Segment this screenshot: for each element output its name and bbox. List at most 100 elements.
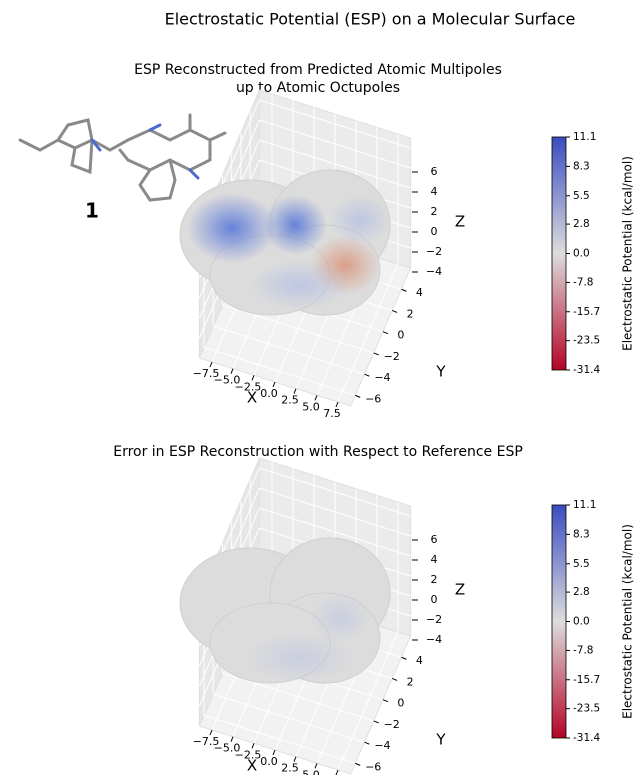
x-tick-label: 5.0 <box>302 768 320 775</box>
x-tick-mark <box>251 743 255 749</box>
y-tick-label: −2 <box>384 718 400 731</box>
x-tick-mark <box>209 361 213 368</box>
z-tick-label: 6 <box>431 165 438 178</box>
surface-shading <box>187 193 277 263</box>
x-tick-label: 0.0 <box>260 755 278 768</box>
y-tick-label: 2 <box>407 307 414 320</box>
x-tick-label: 5.0 <box>302 400 320 413</box>
z-axis-label: Z <box>455 581 465 599</box>
x-tick-label: −5.0 <box>214 742 241 755</box>
z-tick-label: 0 <box>431 225 438 238</box>
surface-shading <box>263 195 327 255</box>
y-tick-mark <box>382 699 389 703</box>
x-grid-line <box>337 134 399 403</box>
colorbar-tick-label: -7.8 <box>573 644 594 656</box>
z-tick-label: −2 <box>426 613 442 626</box>
x-tick-mark <box>251 375 255 381</box>
y-tick-mark <box>364 373 370 377</box>
y-tick-mark <box>401 656 407 660</box>
colorbar-tick-label: -7.8 <box>573 276 594 288</box>
x-tick-label: 0.0 <box>260 387 278 400</box>
colorbar-label: Electrostatic Potential (kcal/mol) <box>621 524 635 719</box>
panel-title: Error in ESP Reconstruction with Respect… <box>113 444 523 460</box>
colorbar-tick-label: 11.1 <box>573 499 596 511</box>
x-tick-label: −2.5 <box>235 380 262 393</box>
colorbar-tick-label: 11.1 <box>573 131 596 143</box>
panels: ESP Reconstructed from Predicted Atomic … <box>113 62 635 775</box>
x-tick-mark <box>314 763 318 769</box>
y-tick-mark <box>373 720 379 724</box>
y-tick-label: −6 <box>365 392 381 405</box>
x-tick-mark <box>209 729 213 736</box>
panel: Error in ESP Reconstruction with Respect… <box>113 444 635 775</box>
x-axis-label: X <box>247 757 257 775</box>
y-tick-label: −6 <box>365 760 381 773</box>
y-tick-mark <box>401 288 407 292</box>
x-axis-label: X <box>247 389 257 407</box>
z-tick-label: 2 <box>431 573 438 586</box>
x-tick-mark <box>293 756 297 762</box>
panel: ESP Reconstructed from Predicted Atomic … <box>134 62 634 420</box>
colorbar-tick-label: 0.0 <box>573 248 590 260</box>
colorbar <box>551 136 567 371</box>
z-tick-label: −2 <box>426 245 442 258</box>
x-tick-mark <box>314 395 318 401</box>
z-tick-label: −4 <box>426 633 442 646</box>
molecule <box>18 113 227 202</box>
z-tick-label: 0 <box>431 593 438 606</box>
y-tick-label: 4 <box>416 286 423 299</box>
molecule-label: 1 <box>85 199 99 223</box>
y-tick-label: 2 <box>407 675 414 688</box>
colorbar-tick-label: 2.8 <box>573 218 590 230</box>
y-tick-label: −4 <box>374 371 390 384</box>
z-axis-label: Z <box>455 213 465 231</box>
molecular-surface <box>179 169 391 316</box>
z-tick-label: 4 <box>431 185 438 198</box>
z-tick-label: 6 <box>431 533 438 546</box>
surface-shading <box>250 260 350 310</box>
x-tick-label: 2.5 <box>281 762 299 775</box>
z-tick-label: 4 <box>431 553 438 566</box>
y-tick-mark <box>373 352 379 356</box>
y-axis-label: Y <box>435 363 446 381</box>
x-grid-line <box>337 502 399 771</box>
y-tick-label: 0 <box>397 697 404 710</box>
surface-shading <box>310 593 370 643</box>
z-tick-label: 2 <box>431 205 438 218</box>
y-tick-mark <box>364 741 370 745</box>
x-tick-label: 7.5 <box>323 407 341 420</box>
y-tick-mark <box>391 309 398 313</box>
x-tick-label: −5.0 <box>214 374 241 387</box>
x-tick-label: −2.5 <box>235 748 262 761</box>
z-tick-label: −4 <box>426 265 442 278</box>
y-tick-mark <box>391 677 398 681</box>
y-tick-mark <box>355 762 361 766</box>
colorbar-tick-label: -15.7 <box>573 306 600 318</box>
colorbar-tick-label: 8.3 <box>573 528 590 540</box>
x-tick-mark <box>335 401 339 408</box>
colorbar-tick-label: -23.5 <box>573 335 600 347</box>
colorbar-tick-label: 5.5 <box>573 190 590 202</box>
panel-title: up to Atomic Octupoles <box>236 80 400 96</box>
colorbar-tick-label: 5.5 <box>573 558 590 570</box>
colorbar <box>551 504 567 739</box>
x-tick-mark <box>335 769 339 775</box>
colorbar-tick-label: -31.4 <box>573 364 600 376</box>
y-tick-label: 4 <box>416 654 423 667</box>
y-tick-label: 0 <box>397 329 404 342</box>
panel-title: ESP Reconstructed from Predicted Atomic … <box>134 62 502 78</box>
y-tick-mark <box>355 394 361 398</box>
molecular-surface <box>179 537 391 684</box>
y-tick-mark <box>382 331 389 335</box>
x-tick-mark <box>272 749 276 756</box>
figure-title: Electrostatic Potential (ESP) on a Molec… <box>165 10 576 29</box>
colorbar-tick-label: -31.4 <box>573 732 600 744</box>
x-tick-mark <box>230 368 234 374</box>
x-tick-mark <box>272 381 276 388</box>
x-tick-label: −7.5 <box>193 367 220 380</box>
y-tick-label: −4 <box>374 739 390 752</box>
y-tick-label: −2 <box>384 350 400 363</box>
x-tick-label: 2.5 <box>281 394 299 407</box>
colorbar-tick-label: 2.8 <box>573 586 590 598</box>
colorbar-tick-label: -23.5 <box>573 703 600 715</box>
